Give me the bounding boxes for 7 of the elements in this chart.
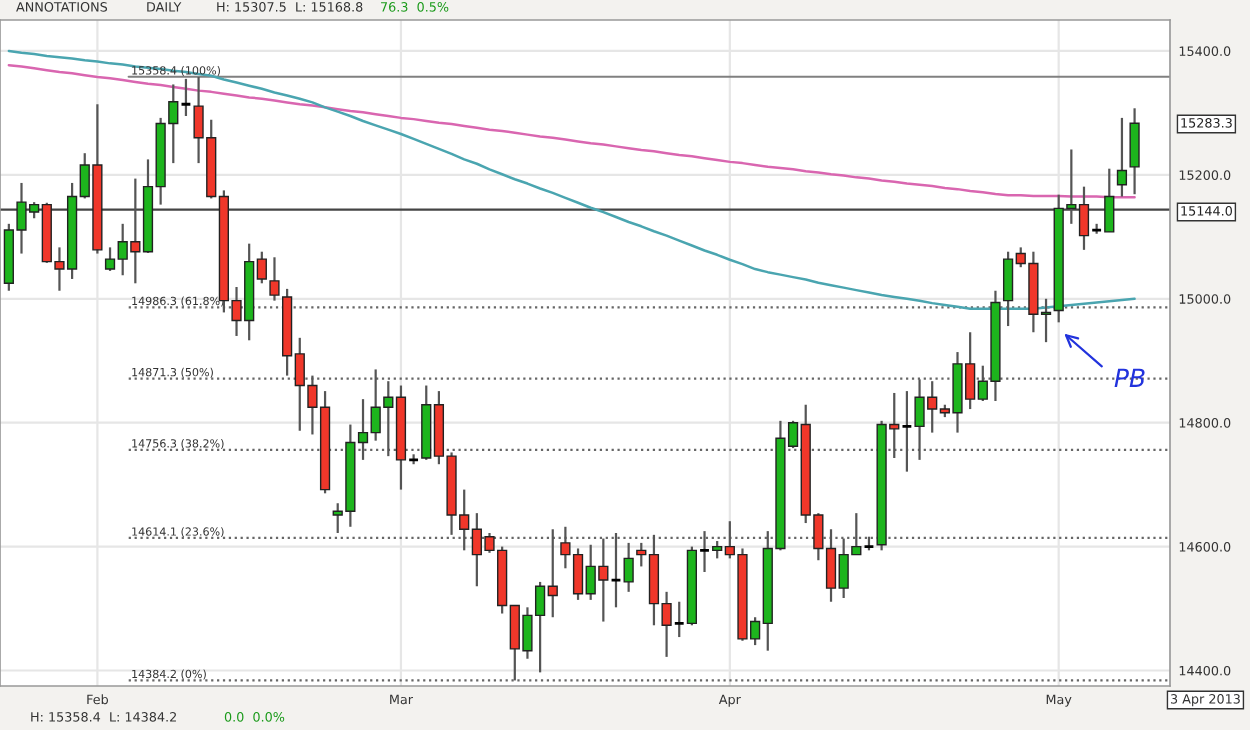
candlestick — [1116, 116, 1128, 198]
candlestick — [623, 541, 634, 593]
annotation: PB — [1114, 368, 1145, 387]
line-series — [7, 49, 1136, 310]
candlestick — [1104, 167, 1115, 233]
candlestick — [1129, 107, 1140, 196]
candlestick — [269, 256, 280, 302]
